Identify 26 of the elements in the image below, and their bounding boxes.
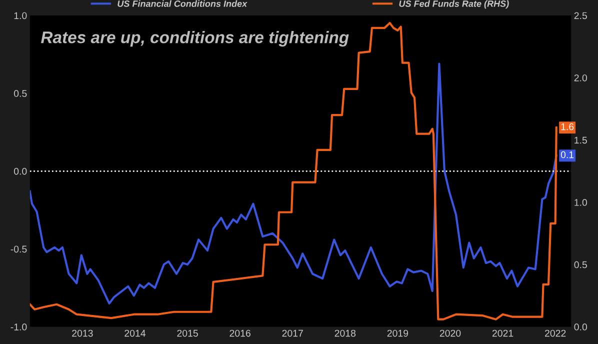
y2-tick-label: 0.5 — [574, 261, 587, 268]
x-tick-label: 2020 — [440, 330, 461, 337]
data-label: 0.1 — [560, 151, 574, 158]
y-tick-label: 1.0 — [14, 12, 27, 20]
legend-label: US Fed Funds Rate (RHS) — [399, 0, 509, 9]
y-tick-label: -0.5 — [10, 246, 27, 253]
x-tick-label: 2017 — [282, 330, 303, 337]
y-tick-label: 0.5 — [14, 90, 27, 97]
text: Rates are up, conditions are tightening — [41, 31, 349, 47]
y2-tick-label: 0.0 — [574, 324, 588, 330]
x-tick-label: 2014 — [124, 330, 146, 337]
x-tick-label: 2013 — [72, 330, 93, 337]
legend-label: US Financial Conditions Index — [118, 0, 248, 7]
y2-tick-label: 1.0 — [574, 199, 588, 206]
x-tick-label: 2015 — [177, 330, 198, 337]
data-label: 1.6 — [561, 123, 574, 130]
x-tick-label: 2021 — [492, 330, 514, 337]
x-tick-label: 2019 — [387, 330, 408, 337]
x-tick-label: 2018 — [334, 330, 356, 337]
y2-tick-label: 2.5 — [574, 12, 587, 20]
y2-tick-label: 2.0 — [574, 74, 588, 82]
x-tick-label: 2022 — [545, 330, 566, 337]
x-tick-label: 2016 — [230, 330, 250, 337]
y2-tick-label: 1.5 — [574, 136, 587, 144]
y-tick-label: -1.0 — [10, 324, 27, 330]
y-tick-label: 0.0 — [14, 168, 27, 175]
